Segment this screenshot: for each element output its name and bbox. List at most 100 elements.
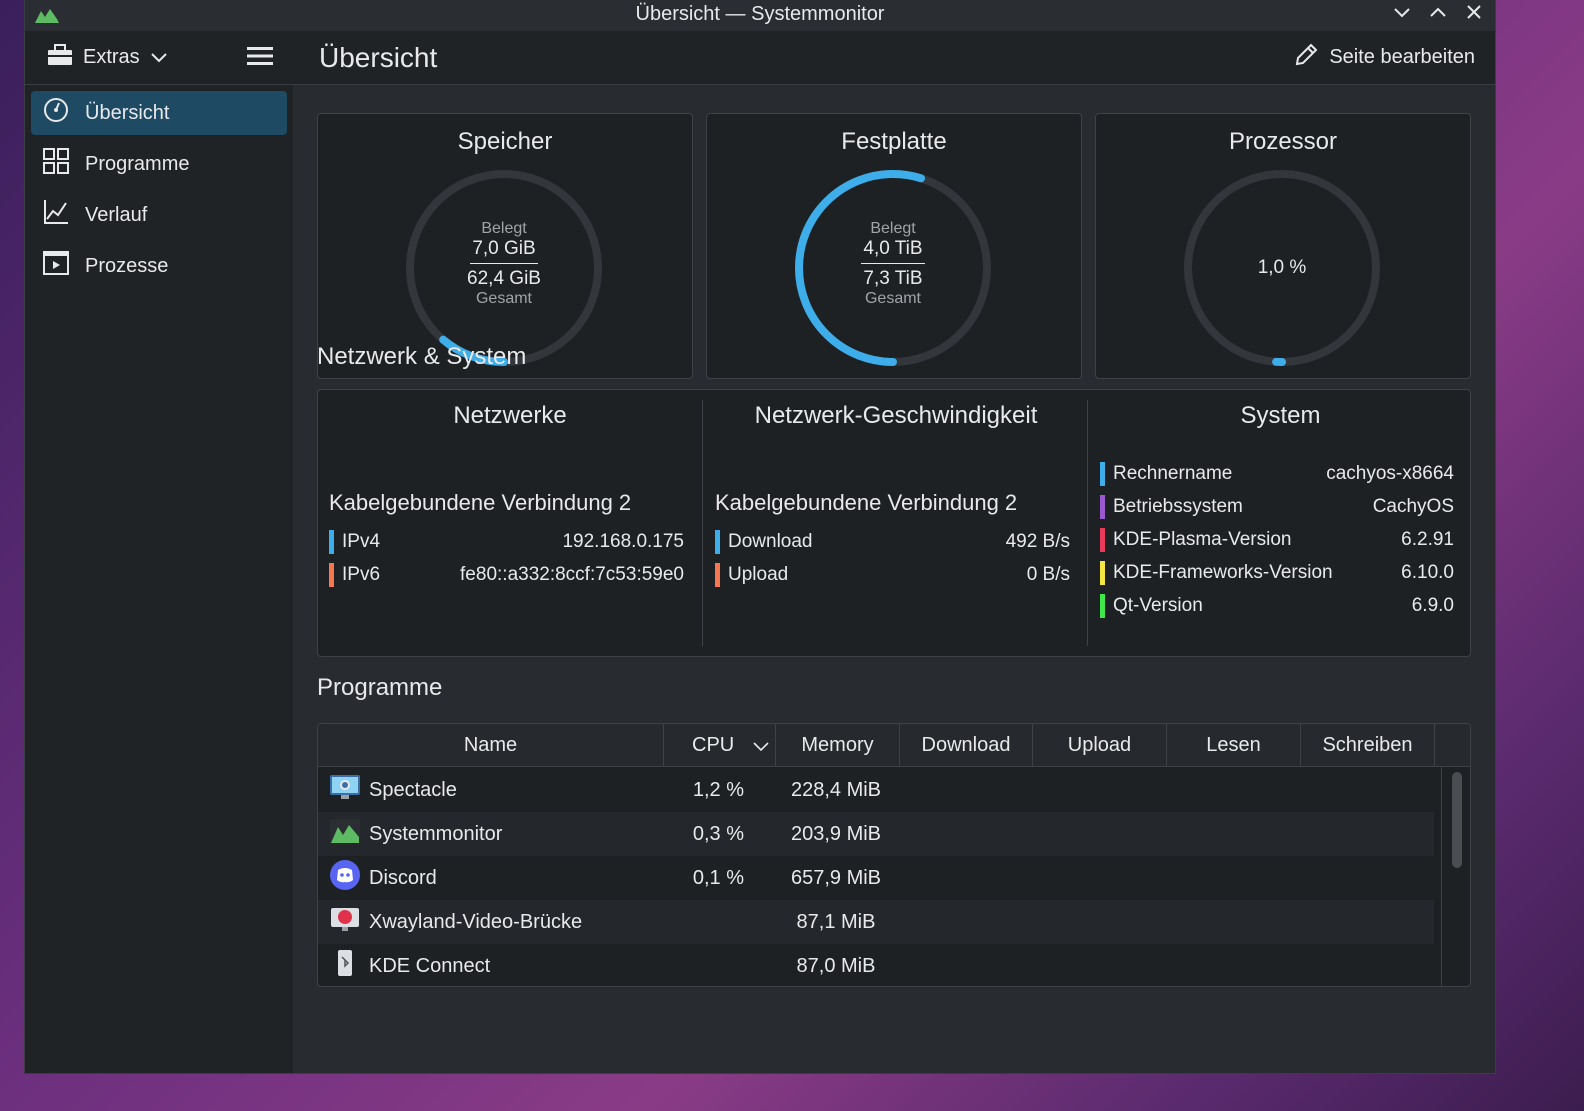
sidebar-item-programme[interactable]: Programme xyxy=(31,142,287,186)
program-memory: 657,9 MiB xyxy=(790,866,882,889)
extras-label: Extras xyxy=(83,46,140,68)
disk-total-label: Gesamt xyxy=(864,290,921,307)
disk-gauge-arc xyxy=(795,170,991,366)
column-header-name[interactable]: Name xyxy=(318,724,664,766)
netsys-card: Netzwerke Kabelgebundene Verbindung 2 IP… xyxy=(317,389,1471,657)
systemmonitor-icon xyxy=(329,817,361,851)
memory-card: Speicher Belegt 7,0 GiB 62,4 GiB Gesamt xyxy=(317,113,693,379)
cpu-card: Prozessor 1,0 % xyxy=(1095,113,1471,379)
table-row[interactable]: Spectacle 1,2 % 228,4 MiB xyxy=(318,768,1434,812)
disk-gauge xyxy=(795,170,991,366)
table-row[interactable]: Systemmonitor 0,3 % 203,9 MiB xyxy=(318,812,1434,856)
xwayland-icon xyxy=(329,905,361,939)
sidebar-item-label: Verlauf xyxy=(85,203,148,226)
window-title: Übersicht — Systemmonitor xyxy=(635,2,885,25)
table-row[interactable]: Discord 0,1 % 657,9 MiB xyxy=(318,856,1434,900)
sidebar-item-verlauf[interactable]: Verlauf xyxy=(31,193,287,237)
qt-key: Qt-Version xyxy=(1113,595,1203,616)
edit-page-label: Seite bearbeiten xyxy=(1329,46,1475,68)
disk-card-title: Festplatte xyxy=(841,128,947,155)
download-row: Download 492 B/s xyxy=(715,528,1070,556)
download-key: Download xyxy=(728,531,813,552)
column-header-memory[interactable]: Memory xyxy=(776,724,900,766)
program-name: Systemmonitor xyxy=(369,822,503,845)
program-memory: 87,1 MiB xyxy=(796,910,876,933)
ipv4-color-bar xyxy=(329,530,334,554)
system-row-os: Betriebssystem CachyOS xyxy=(1100,493,1454,521)
program-cpu: 0,1 % xyxy=(692,866,744,889)
system-row-qt: Qt-Version 6.9.0 xyxy=(1100,592,1454,620)
disk-total-value: 7,3 TiB xyxy=(863,268,923,289)
memory-used-label: Belegt xyxy=(481,220,527,237)
program-cpu: 0,3 % xyxy=(692,822,744,845)
program-name: Xwayland-Video-Brücke xyxy=(369,910,583,933)
program-name: KDE Connect xyxy=(369,954,491,977)
system-row-plasma: KDE-Plasma-Version 6.2.91 xyxy=(1100,526,1454,554)
program-memory: 203,9 MiB xyxy=(790,822,882,845)
sidebar-item-uebersicht[interactable]: Übersicht xyxy=(31,91,287,135)
table-row[interactable]: Xwayland-Video-Brücke 87,1 MiB xyxy=(318,900,1434,944)
gauge-icon xyxy=(43,97,69,129)
memory-gauge-arc xyxy=(406,170,602,366)
networks-column: Netzwerke Kabelgebundene Verbindung 2 IP… xyxy=(318,390,702,656)
os-key: Betriebssystem xyxy=(1113,496,1243,517)
sidebar-item-prozesse[interactable]: Prozesse xyxy=(31,244,287,288)
program-memory: 87,0 MiB xyxy=(796,954,876,977)
maximize-icon[interactable] xyxy=(1427,0,1449,25)
column-header-upload[interactable]: Upload xyxy=(1033,724,1167,766)
os-color-bar xyxy=(1100,495,1105,519)
table-row[interactable]: KDE Connect 87,0 MiB xyxy=(318,944,1434,986)
ipv6-color-bar xyxy=(329,563,334,587)
memory-total-value: 62,4 GiB xyxy=(467,268,541,289)
os-value: CachyOS xyxy=(1372,496,1454,517)
systemmonitor-app-icon xyxy=(33,3,61,30)
edit-page-button[interactable]: Seite bearbeiten xyxy=(1293,42,1475,74)
sidebar: Extras Übersicht Programme Verlauf xyxy=(25,31,294,1073)
netsys-section-title: Netzwerk & System xyxy=(317,343,527,370)
ipv4-key: IPv4 xyxy=(342,531,381,552)
upload-value: 0 B/s xyxy=(1026,564,1070,585)
sidebar-item-label: Übersicht xyxy=(85,101,170,124)
speed-title: Netzwerk-Geschwindigkeit xyxy=(754,402,1038,429)
table-scrollbar[interactable] xyxy=(1452,772,1462,868)
ipv6-row: IPv6 fe80::a332:8ccf:7c53:59e0 xyxy=(329,561,684,589)
sort-chevron-down-icon xyxy=(753,734,769,757)
process-window-icon xyxy=(43,250,69,282)
sidebar-item-label: Programme xyxy=(85,152,190,175)
extras-menu-button[interactable]: Extras xyxy=(47,43,168,72)
system-title: System xyxy=(1240,402,1321,429)
qt-color-bar xyxy=(1100,594,1105,618)
column-header-lesen[interactable]: Lesen xyxy=(1167,724,1301,766)
plasma-value: 6.2.91 xyxy=(1401,529,1454,550)
memory-gauge xyxy=(406,170,602,366)
memory-used-value: 7,0 GiB xyxy=(470,238,538,264)
sidebar-item-label: Prozesse xyxy=(85,254,169,277)
close-icon[interactable] xyxy=(1463,0,1485,25)
minimize-icon[interactable] xyxy=(1391,0,1413,25)
ipv4-value: 192.168.0.175 xyxy=(562,531,684,552)
speed-column: Netzwerk-Geschwindigkeit Kabelgebundene … xyxy=(704,390,1088,656)
chart-icon xyxy=(43,199,69,231)
download-color-bar xyxy=(715,530,720,554)
upload-row: Upload 0 B/s xyxy=(715,561,1070,589)
column-header-cpu[interactable]: CPU xyxy=(664,724,776,766)
disk-used-value: 4,0 TiB xyxy=(861,238,925,264)
toolbox-icon xyxy=(47,43,73,72)
frameworks-key: KDE-Frameworks-Version xyxy=(1113,562,1333,583)
plasma-color-bar xyxy=(1100,528,1105,552)
cpu-gauge xyxy=(1184,170,1380,366)
app-window: Übersicht — Systemmonitor Extras xyxy=(24,0,1496,1074)
grid-icon xyxy=(43,148,69,180)
hamburger-menu-icon[interactable] xyxy=(247,45,273,72)
memory-total-label: Gesamt xyxy=(475,290,532,307)
sidebar-nav: Übersicht Programme Verlauf Prozesse xyxy=(25,85,293,301)
networks-title: Netzwerke xyxy=(453,402,567,429)
download-value: 492 B/s xyxy=(1005,531,1070,552)
system-column: System Rechnername cachyos-x8664 Betrieb… xyxy=(1089,390,1472,656)
kdeconnect-icon xyxy=(329,949,361,983)
program-cpu: 1,2 % xyxy=(692,778,744,801)
cpu-value: 1,0 % xyxy=(1257,257,1307,278)
column-header-download[interactable]: Download xyxy=(900,724,1033,766)
programs-section-title: Programme xyxy=(317,674,443,701)
column-header-schreiben[interactable]: Schreiben xyxy=(1301,724,1435,766)
